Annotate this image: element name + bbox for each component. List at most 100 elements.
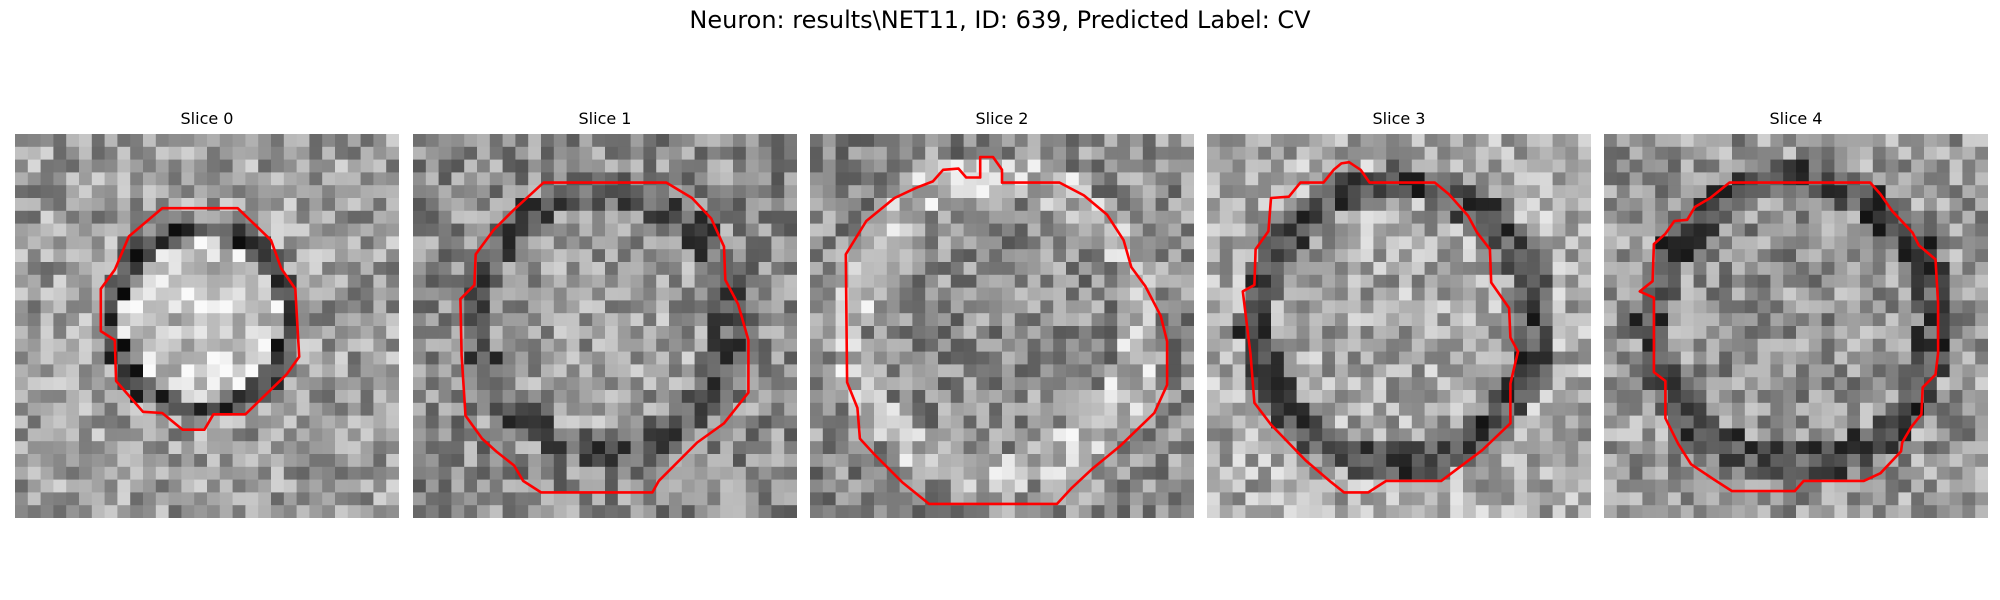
pixel	[1539, 172, 1553, 186]
pixel	[1181, 428, 1194, 442]
pixel	[1142, 159, 1156, 173]
pixel	[1027, 454, 1041, 468]
pixel	[1719, 454, 1733, 468]
pixel	[1770, 466, 1784, 480]
pixel	[1232, 326, 1246, 340]
pixel	[1296, 338, 1310, 352]
pixel	[1847, 454, 1861, 468]
pixel	[1834, 223, 1848, 237]
pixel	[1181, 159, 1194, 173]
pixel	[886, 338, 900, 352]
pixel	[592, 249, 606, 263]
pixel	[835, 223, 849, 237]
pixel	[194, 236, 208, 250]
pixel	[1117, 300, 1131, 314]
pixel	[117, 172, 131, 186]
pixel	[1130, 492, 1144, 506]
pixel	[1335, 172, 1349, 186]
pixel	[155, 351, 169, 365]
pixel	[1565, 287, 1579, 301]
pixel	[464, 466, 478, 480]
pixel	[1373, 146, 1387, 160]
pixel	[79, 441, 93, 455]
pixel	[771, 415, 785, 429]
pixel	[1309, 134, 1323, 148]
pixel	[1501, 326, 1515, 340]
pixel	[950, 274, 964, 288]
pixel	[617, 287, 631, 301]
pixel	[771, 364, 785, 378]
pixel	[1053, 479, 1067, 493]
pixel	[386, 428, 399, 442]
pixel	[1616, 351, 1630, 365]
pixel	[758, 402, 772, 416]
pixel	[373, 326, 387, 340]
pixel	[413, 249, 427, 263]
pixel	[1796, 274, 1810, 288]
pixel	[143, 172, 157, 186]
pixel	[1911, 313, 1925, 327]
slice-image-4	[1604, 134, 1988, 518]
pixel	[232, 505, 246, 518]
pixel	[1014, 492, 1028, 506]
pixel	[502, 377, 516, 391]
pixel	[258, 492, 272, 506]
pixel	[886, 146, 900, 160]
pixel	[1565, 466, 1579, 480]
pixel	[155, 364, 169, 378]
pixel	[1616, 377, 1630, 391]
pixel	[1911, 454, 1925, 468]
pixel	[1911, 441, 1925, 455]
pixel	[181, 236, 195, 250]
pixel	[1386, 287, 1400, 301]
pixel	[386, 249, 399, 263]
pixel	[232, 134, 246, 148]
pixel	[1091, 390, 1105, 404]
pixel	[15, 300, 29, 314]
pixel	[271, 338, 285, 352]
pixel	[1014, 326, 1028, 340]
pixel	[566, 390, 580, 404]
pixel	[425, 134, 439, 148]
pixel	[1219, 364, 1233, 378]
pixel	[104, 505, 118, 518]
pixel	[232, 466, 246, 480]
pixel	[1975, 492, 1988, 506]
pixel	[1552, 402, 1566, 416]
pixel	[1847, 159, 1861, 173]
pixel	[1949, 402, 1963, 416]
pixel	[40, 505, 54, 518]
pixel	[1309, 236, 1323, 250]
pixel	[1309, 390, 1323, 404]
pixel	[1885, 402, 1899, 416]
pixel	[1770, 198, 1784, 212]
pixel	[784, 198, 797, 212]
pixel	[976, 198, 990, 212]
pixel	[413, 159, 427, 173]
pixel	[1898, 338, 1912, 352]
pixel	[309, 326, 323, 340]
pixel	[592, 236, 606, 250]
pixel	[874, 402, 888, 416]
pixel	[1911, 249, 1925, 263]
pixel	[438, 466, 452, 480]
pixel	[40, 223, 54, 237]
pixel	[669, 223, 683, 237]
pixel	[1245, 428, 1259, 442]
pixel	[1373, 402, 1387, 416]
pixel	[1091, 364, 1105, 378]
pixel	[1360, 287, 1374, 301]
pixel	[1463, 274, 1477, 288]
pixel	[1706, 236, 1720, 250]
pixel	[1271, 351, 1285, 365]
pixel	[1258, 338, 1272, 352]
pixel	[143, 402, 157, 416]
pixel	[1373, 300, 1387, 314]
pixel	[1181, 262, 1194, 276]
pixel	[1847, 262, 1861, 276]
pixel	[1309, 364, 1323, 378]
pixel	[1834, 287, 1848, 301]
pixel	[117, 338, 131, 352]
pixel	[720, 146, 734, 160]
pixel	[1796, 454, 1810, 468]
